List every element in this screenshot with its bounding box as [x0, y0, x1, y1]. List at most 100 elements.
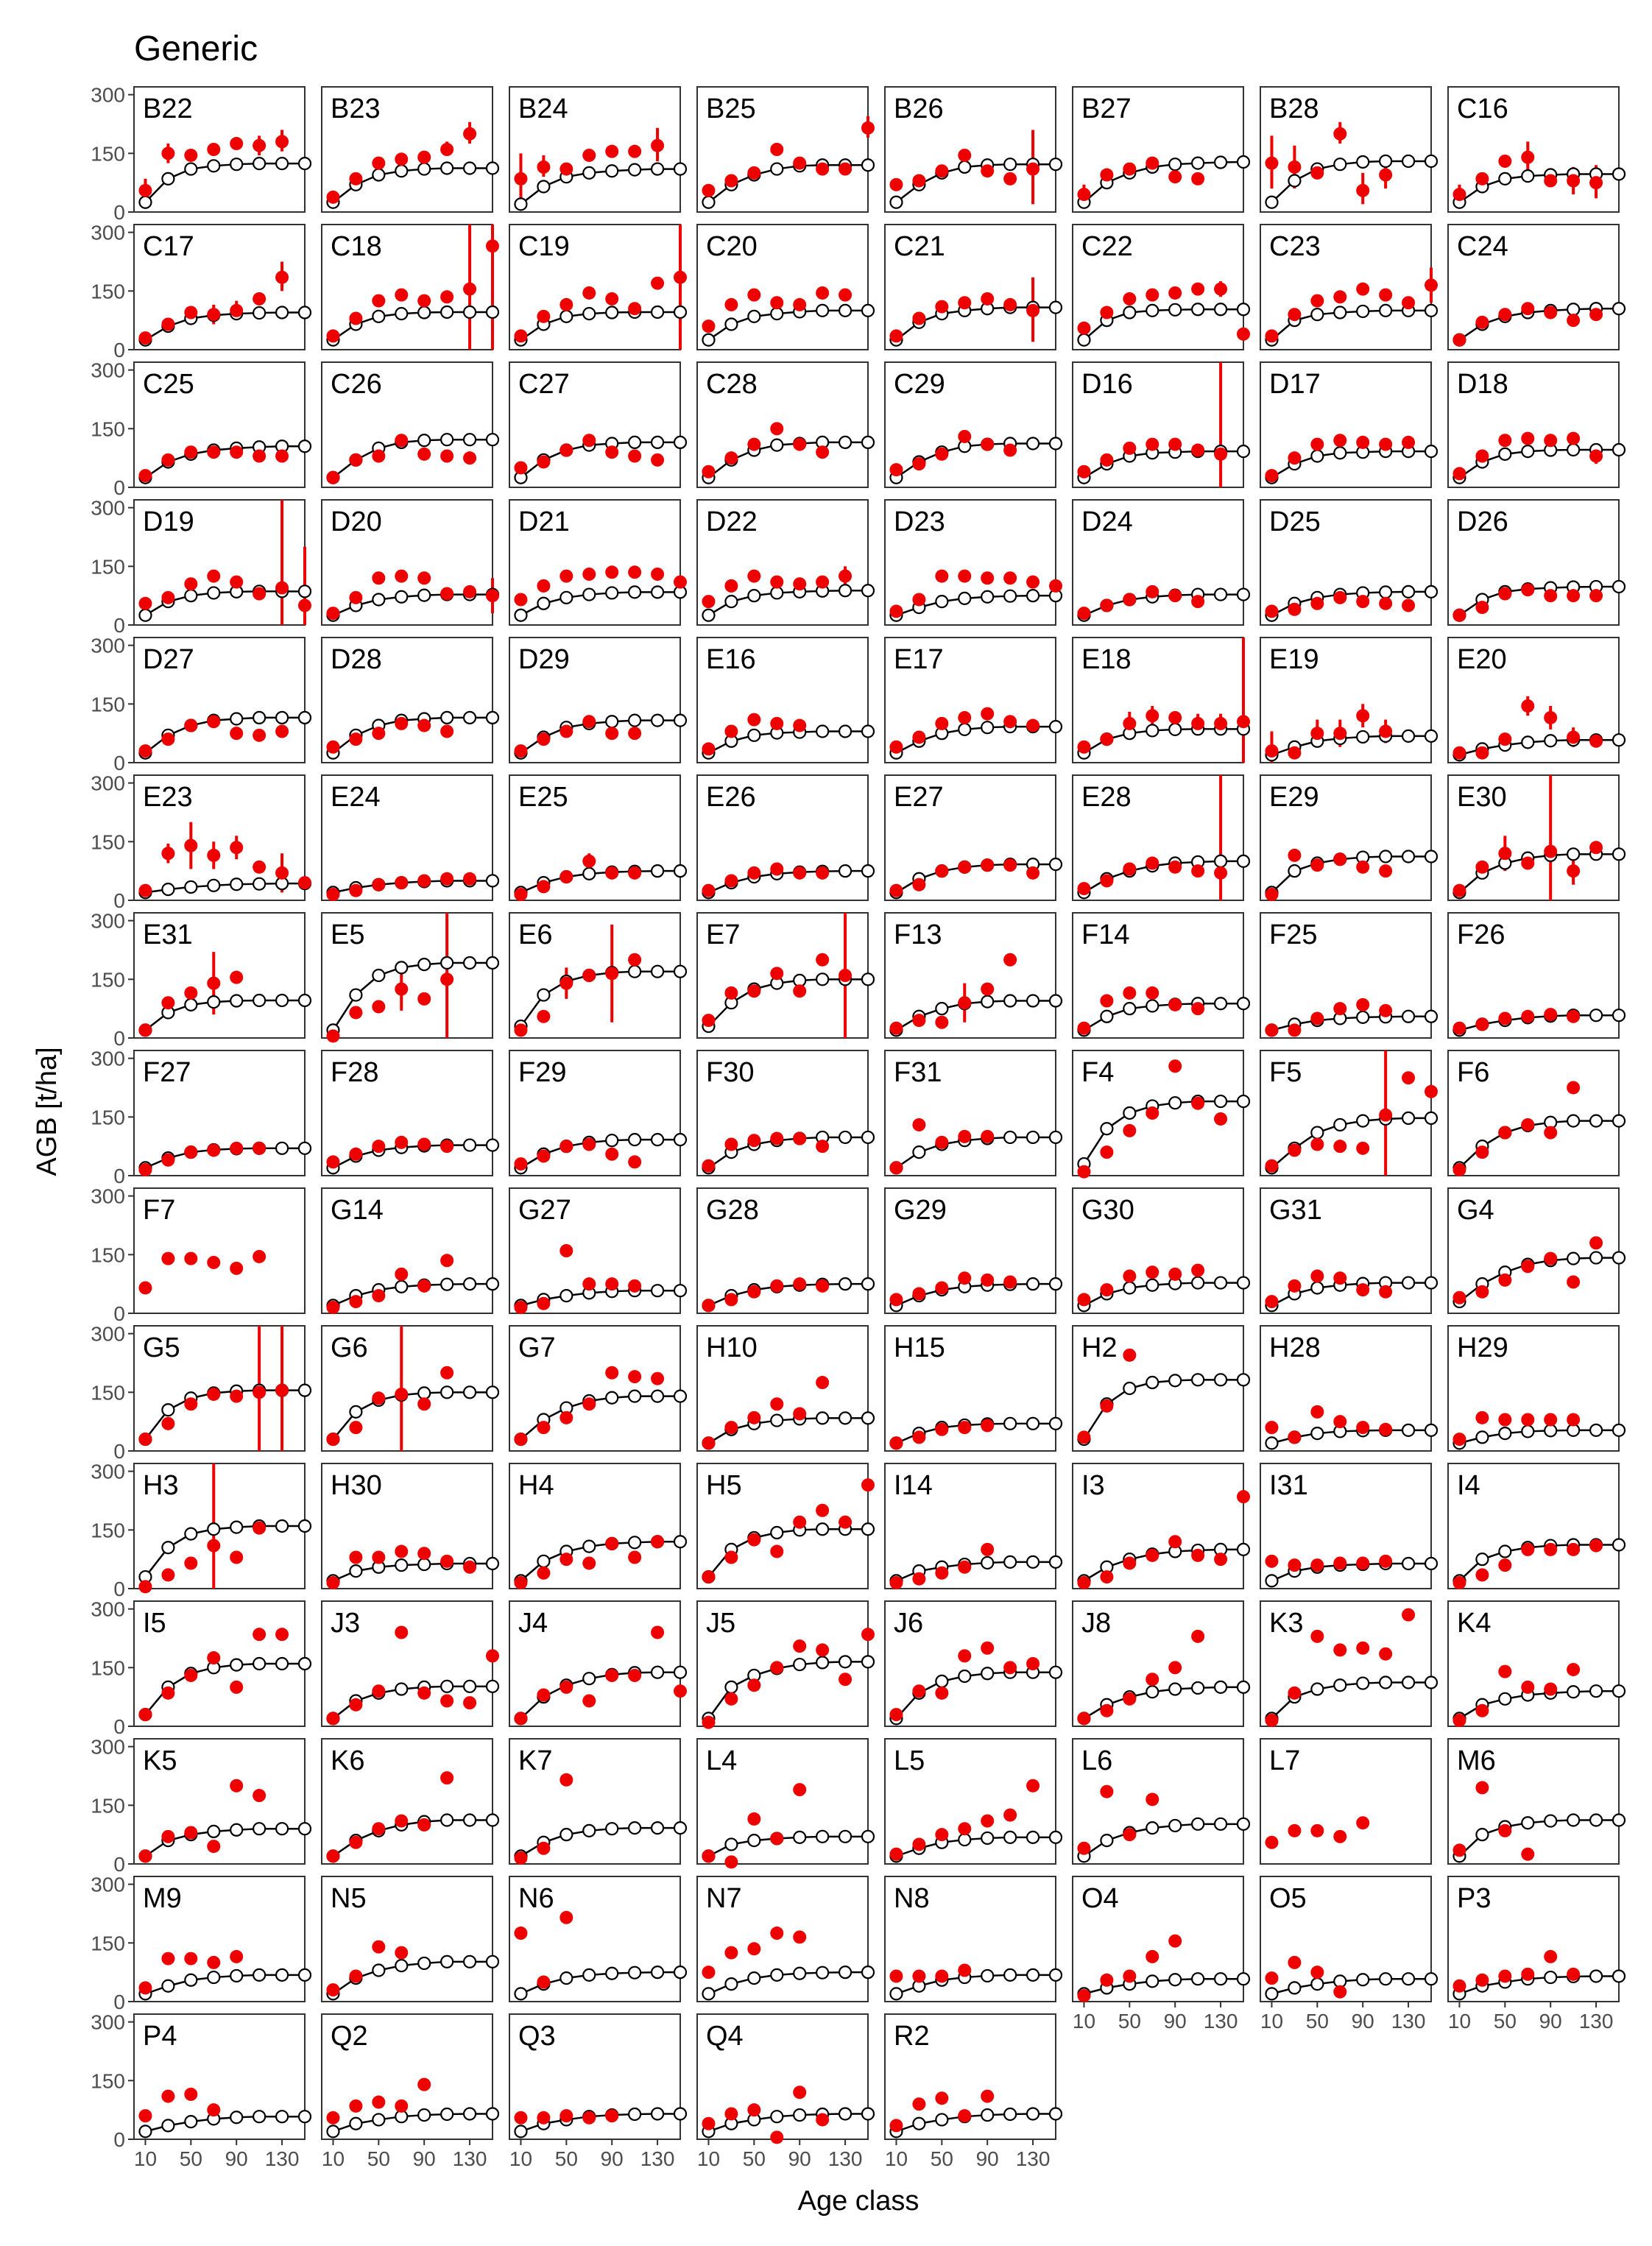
- x-tick-label: 50: [1306, 2010, 1329, 2033]
- observed-point: [1498, 732, 1512, 746]
- observed-point: [560, 1140, 573, 1154]
- observed-point: [958, 860, 972, 874]
- observed-point: [628, 449, 642, 463]
- observed-point: [958, 569, 972, 583]
- observed-point: [417, 1137, 431, 1151]
- observed-point: [1475, 449, 1489, 463]
- model-point: [1401, 1009, 1416, 1023]
- model-point: [560, 1288, 573, 1303]
- model-point: [793, 1966, 807, 1980]
- observed-point: [417, 571, 431, 585]
- panel: E17: [884, 637, 1063, 763]
- observed-point: [417, 1547, 431, 1561]
- y-tick-label: 0: [113, 1165, 125, 1187]
- model-point: [1379, 1675, 1393, 1689]
- panel: G7: [509, 1325, 688, 1452]
- observed-point: [1288, 308, 1302, 322]
- model-point: [275, 306, 289, 319]
- observed-point: [1567, 314, 1581, 328]
- model-point: [395, 1682, 409, 1696]
- model-point: [275, 993, 289, 1008]
- model-point: [1567, 303, 1581, 317]
- observed-point: [161, 1416, 175, 1430]
- panel-label: F28: [331, 1057, 378, 1088]
- observed-point: [349, 2099, 363, 2113]
- model-point: [1589, 1009, 1603, 1023]
- model-point: [1589, 1251, 1603, 1265]
- observed-point: [1379, 1554, 1393, 1568]
- model-point: [1123, 1106, 1137, 1120]
- panel-label: I4: [1457, 1470, 1480, 1501]
- panel-label: H2: [1081, 1332, 1118, 1363]
- observed-point: [1310, 1137, 1324, 1151]
- panel-label: E30: [1457, 782, 1507, 813]
- observed-point: [674, 575, 687, 589]
- observed-point: [747, 437, 761, 451]
- model-point: [1589, 1969, 1603, 1983]
- model-point: [297, 2110, 312, 2124]
- panel-label: G6: [331, 1332, 368, 1363]
- observed-point: [1475, 1568, 1489, 1582]
- model-point: [1310, 1281, 1324, 1295]
- model-point: [485, 2107, 500, 2121]
- panel: F5: [1260, 1050, 1439, 1176]
- model-point: [297, 1519, 312, 1533]
- observed-point: [1567, 864, 1581, 878]
- observed-point: [770, 716, 784, 730]
- observed-point: [1498, 1273, 1512, 1287]
- observed-point: [207, 1955, 221, 1969]
- model-point: [1589, 1813, 1603, 1827]
- model-point: [462, 1277, 477, 1291]
- observed-point: [1168, 589, 1182, 603]
- observed-point: [253, 1385, 266, 1399]
- panel-label: E16: [706, 644, 756, 675]
- observed-point: [138, 2109, 152, 2123]
- model-point: [1168, 1374, 1182, 1388]
- observed-point: [1310, 596, 1324, 610]
- observed-point: [1146, 856, 1159, 870]
- model-point: [1026, 1277, 1040, 1291]
- model-point: [184, 1973, 198, 1987]
- observed-point: [537, 732, 551, 746]
- observed-point: [372, 571, 386, 585]
- observed-point: [1026, 1779, 1040, 1793]
- model-point: [816, 1522, 830, 1536]
- observed-point: [138, 1433, 152, 1447]
- model-point: [207, 1522, 221, 1536]
- observed-point: [1026, 1657, 1040, 1670]
- observed-point: [724, 1692, 738, 1706]
- observed-point: [1146, 288, 1159, 302]
- panel: C18: [321, 224, 500, 350]
- model-point: [184, 2114, 198, 2129]
- model-point: [605, 586, 619, 600]
- observed-point: [230, 445, 244, 459]
- model-point: [1310, 449, 1324, 463]
- observed-point: [935, 1566, 949, 1580]
- model-point: [1026, 1416, 1040, 1430]
- observed-point: [816, 286, 830, 300]
- observed-point: [1146, 1673, 1159, 1687]
- model-point: [1048, 1968, 1063, 1982]
- panel-label: G28: [706, 1195, 759, 1226]
- model-point: [628, 585, 642, 599]
- panel: H28: [1260, 1325, 1439, 1452]
- observed-point: [1452, 883, 1466, 897]
- observed-point: [253, 138, 266, 152]
- observed-point: [1288, 1823, 1302, 1837]
- model-point: [724, 317, 738, 331]
- observed-point: [560, 1244, 573, 1257]
- model-point: [1236, 1542, 1251, 1556]
- panel-label: C19: [518, 231, 570, 262]
- observed-point: [582, 715, 596, 729]
- observed-point: [605, 1366, 619, 1380]
- panel: D24: [1072, 499, 1251, 626]
- model-point: [1168, 722, 1182, 736]
- y-tick-label: 0: [113, 1853, 125, 1876]
- model-point: [275, 1519, 289, 1533]
- panel-label: F5: [1269, 1057, 1302, 1088]
- panel-label: B26: [894, 93, 944, 124]
- observed-point: [184, 718, 198, 732]
- observed-point: [793, 1407, 807, 1421]
